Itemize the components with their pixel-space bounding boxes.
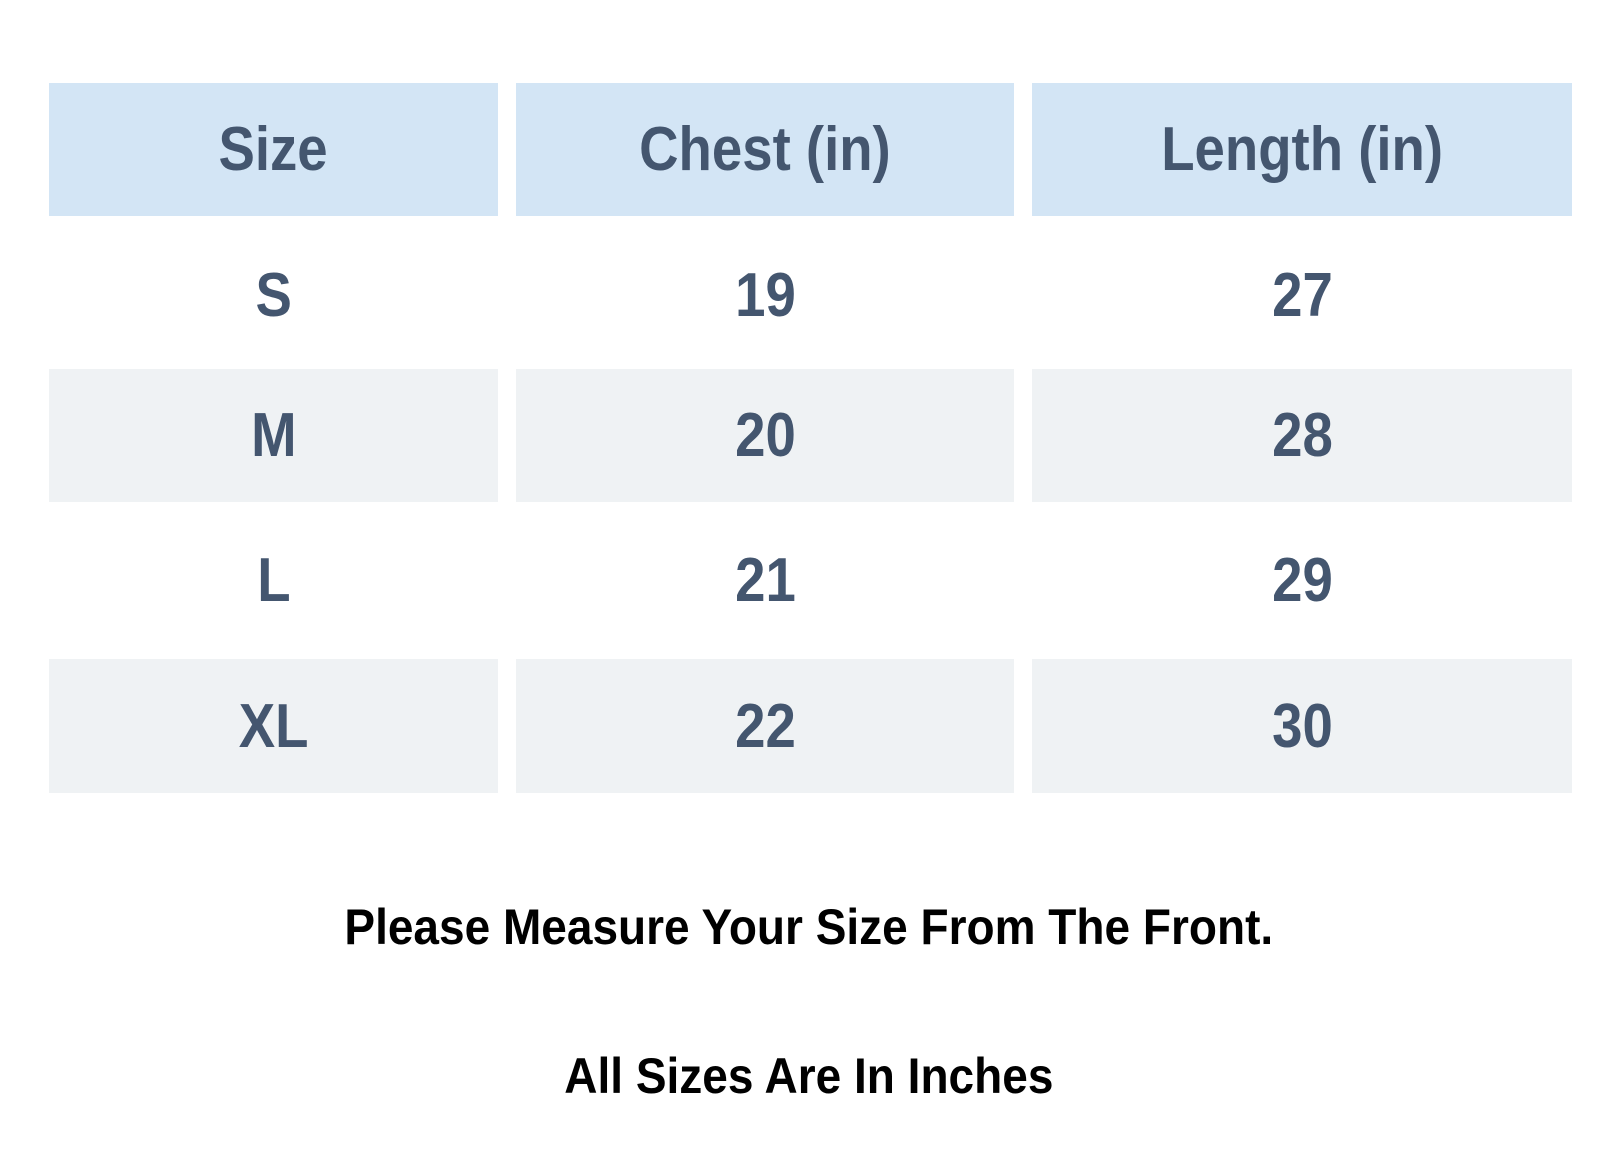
cell-length: 28	[1032, 369, 1572, 502]
header-size: Size	[49, 83, 498, 216]
units-note: All Sizes Are In Inches	[563, 1048, 1054, 1104]
cell-length: 29	[1271, 545, 1333, 615]
cell-size: M	[49, 369, 498, 502]
cell-chest: 22	[516, 659, 1014, 793]
header-chest: Chest (in)	[516, 83, 1014, 216]
header-length: Length (in)	[1032, 83, 1572, 216]
cell-size: L	[256, 545, 291, 615]
cell-size: S	[255, 260, 292, 330]
cell-chest: 19	[734, 260, 796, 330]
cell-length: 27	[1271, 260, 1333, 330]
measure-note: Please Measure Your Size From The Front.	[344, 899, 1273, 955]
cell-length: 30	[1032, 659, 1572, 793]
cell-chest: 21	[734, 545, 796, 615]
cell-size: XL	[49, 659, 498, 793]
cell-chest: 20	[516, 369, 1014, 502]
